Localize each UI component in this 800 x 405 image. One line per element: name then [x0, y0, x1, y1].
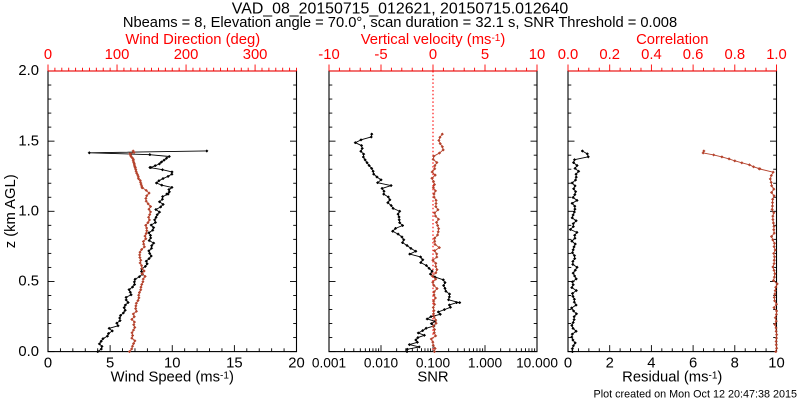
- svg-text:0: 0: [564, 356, 572, 372]
- svg-text:10.000: 10.000: [516, 356, 558, 371]
- svg-text:8: 8: [731, 356, 739, 372]
- svg-text:0.6: 0.6: [683, 47, 704, 63]
- svg-text:1.5: 1.5: [18, 133, 39, 149]
- svg-text:Wind Speed (ms-1): Wind Speed (ms-1): [111, 370, 234, 386]
- svg-text:5: 5: [481, 47, 489, 63]
- svg-text:z (km AGL): z (km AGL): [3, 174, 19, 248]
- svg-text:0.0: 0.0: [558, 47, 579, 63]
- svg-text:2: 2: [606, 356, 614, 372]
- svg-text:10: 10: [768, 356, 784, 372]
- svg-text:0.8: 0.8: [725, 47, 746, 63]
- svg-text:Vertical velocity (ms-1): Vertical velocity (ms-1): [361, 32, 506, 48]
- svg-text:Plot created on Mon Oct 12 20:: Plot created on Mon Oct 12 20:47:38 2015: [594, 389, 797, 401]
- svg-text:0.001: 0.001: [312, 356, 346, 371]
- svg-text:0.100: 0.100: [416, 356, 451, 371]
- svg-text:0: 0: [44, 356, 52, 372]
- svg-text:100: 100: [105, 47, 130, 63]
- svg-text:-5: -5: [374, 47, 387, 63]
- svg-text:Wind Direction (deg): Wind Direction (deg): [125, 32, 260, 48]
- svg-text:0: 0: [44, 47, 52, 63]
- svg-text:0.2: 0.2: [599, 47, 620, 63]
- svg-text:-10: -10: [318, 47, 339, 63]
- svg-text:200: 200: [174, 47, 199, 63]
- svg-text:1.0: 1.0: [766, 47, 787, 63]
- svg-text:Nbeams = 8, Elevation angle =: Nbeams = 8, Elevation angle = 70.0°, sca…: [123, 15, 677, 31]
- svg-text:0: 0: [429, 47, 437, 63]
- svg-text:0.5: 0.5: [18, 274, 39, 290]
- svg-text:10: 10: [529, 47, 545, 63]
- svg-text:2.0: 2.0: [18, 63, 39, 79]
- svg-text:SNR: SNR: [417, 370, 448, 386]
- svg-text:Correlation: Correlation: [636, 32, 708, 48]
- svg-text:0.010: 0.010: [364, 356, 399, 371]
- svg-text:0.4: 0.4: [641, 47, 662, 63]
- svg-text:300: 300: [243, 47, 268, 63]
- svg-text:1.0: 1.0: [18, 204, 39, 220]
- svg-text:1.000: 1.000: [468, 356, 503, 371]
- svg-text:0.0: 0.0: [18, 344, 39, 360]
- svg-text:20: 20: [288, 356, 304, 372]
- svg-text:Residual (ms-1): Residual (ms-1): [622, 370, 722, 386]
